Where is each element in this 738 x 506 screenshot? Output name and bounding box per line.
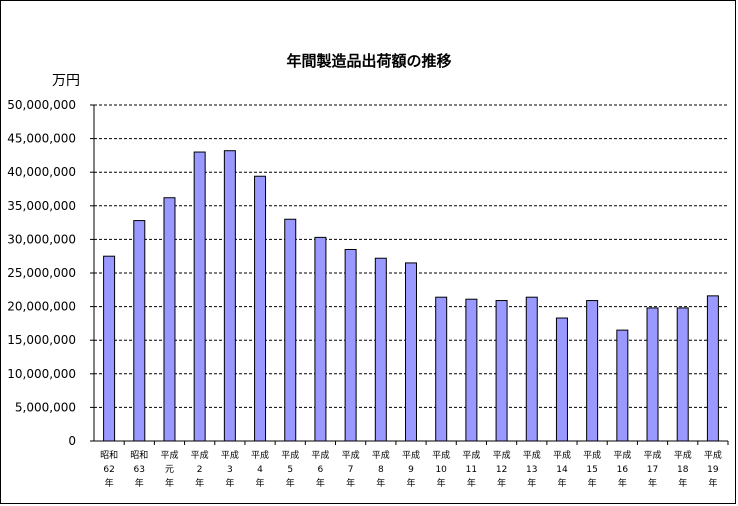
x-tick-label: 11 bbox=[466, 465, 477, 475]
bar bbox=[193, 151, 206, 442]
x-tick-label: 昭和 bbox=[100, 450, 118, 461]
x-tick-label: 15 bbox=[586, 465, 597, 475]
x-tick-label: 平成 bbox=[462, 449, 480, 461]
x-tick-label: 平成 bbox=[523, 449, 541, 461]
x-tick-label: 平成 bbox=[402, 449, 420, 461]
y-tick-label: 45,000,000 bbox=[7, 132, 76, 146]
x-tick-label: 年 bbox=[376, 477, 385, 489]
x-tick-label: 平成 bbox=[644, 449, 662, 461]
x-tick-label: 9 bbox=[408, 465, 414, 475]
bar bbox=[314, 236, 327, 442]
bar bbox=[374, 257, 387, 442]
y-tick-label: 40,000,000 bbox=[7, 165, 76, 179]
x-tick-label: 平成 bbox=[704, 449, 722, 461]
x-tick-label: 19 bbox=[707, 465, 719, 475]
x-tick-label: 年 bbox=[527, 477, 536, 489]
y-tick-label: 50,000,000 bbox=[7, 98, 76, 112]
x-tick-label: 年 bbox=[678, 477, 687, 489]
x-tick-label: 62 bbox=[103, 465, 114, 475]
x-tick-label: 14 bbox=[556, 465, 568, 475]
bar bbox=[344, 248, 357, 442]
x-tick-label: 年 bbox=[286, 477, 295, 489]
bar bbox=[254, 175, 267, 442]
x-tick-label: 年 bbox=[165, 477, 174, 489]
x-tick-label: 5 bbox=[287, 465, 293, 475]
x-tick-label: 年 bbox=[618, 477, 627, 489]
x-tick-label: 63 bbox=[134, 465, 145, 475]
y-tick-label: 25,000,000 bbox=[7, 266, 76, 280]
bar bbox=[586, 300, 599, 442]
x-tick-label: 平成 bbox=[160, 449, 178, 461]
x-tick-label: 元 bbox=[165, 465, 174, 475]
y-tick-label: 10,000,000 bbox=[7, 367, 76, 381]
x-tick-label: 年 bbox=[225, 477, 234, 489]
x-tick-label: 4 bbox=[257, 465, 263, 475]
x-tick-label: 平成 bbox=[493, 449, 511, 461]
x-tick-label: 年 bbox=[195, 477, 204, 489]
x-tick-label: 平成 bbox=[372, 449, 390, 461]
x-tick-label: 年 bbox=[648, 477, 657, 489]
x-tick-label: 平成 bbox=[432, 449, 450, 461]
bar bbox=[555, 317, 568, 442]
bar bbox=[676, 307, 689, 442]
x-tick-label: 2 bbox=[197, 465, 203, 475]
x-tick-label: 年 bbox=[256, 477, 265, 489]
x-tick-label: 平成 bbox=[281, 449, 299, 461]
y-tick-label: 30,000,000 bbox=[7, 232, 76, 246]
bar bbox=[163, 197, 176, 442]
x-tick-label: 年 bbox=[467, 477, 476, 489]
bar bbox=[465, 298, 478, 442]
bar bbox=[223, 150, 236, 442]
y-tick-label: 15,000,000 bbox=[7, 333, 76, 347]
x-tick-label: 平成 bbox=[251, 449, 269, 461]
x-tick-label: 年 bbox=[316, 477, 325, 489]
bar bbox=[646, 307, 659, 442]
bar bbox=[706, 295, 719, 442]
x-tick-label: 17 bbox=[647, 465, 658, 475]
y-tick-label: 20,000,000 bbox=[7, 300, 76, 314]
x-tick-label: 年 bbox=[135, 477, 144, 489]
x-tick-label: 年 bbox=[437, 477, 446, 489]
x-tick-label: 年 bbox=[588, 477, 597, 489]
x-tick-label: 12 bbox=[496, 465, 507, 475]
y-axis-unit-label: 万円 bbox=[52, 73, 80, 89]
x-tick-label: 平成 bbox=[674, 449, 692, 461]
x-tick-label: 平成 bbox=[613, 449, 631, 461]
x-tick-label: 3 bbox=[227, 465, 233, 475]
x-tick-label: 年 bbox=[406, 477, 415, 489]
bar bbox=[495, 300, 508, 442]
x-tick-label: 10 bbox=[435, 465, 447, 475]
bar bbox=[435, 296, 448, 442]
y-tick-label: 35,000,000 bbox=[7, 199, 76, 213]
chart-title: 年間製造品出荷額の推移 bbox=[286, 52, 452, 70]
x-tick-label: 8 bbox=[378, 465, 384, 475]
x-tick-label: 平成 bbox=[311, 449, 329, 461]
x-tick-label: 6 bbox=[318, 465, 324, 475]
x-tick-label: 年 bbox=[346, 477, 355, 489]
x-tick-label: 16 bbox=[617, 465, 629, 475]
x-tick-label: 平成 bbox=[553, 449, 571, 461]
bar bbox=[284, 218, 297, 442]
x-tick-label: 年 bbox=[105, 477, 114, 489]
x-tick-label: 13 bbox=[526, 465, 537, 475]
x-tick-label: 昭和 bbox=[130, 450, 148, 461]
x-tick-label: 年 bbox=[708, 477, 717, 489]
x-tick-label: 平成 bbox=[583, 449, 601, 461]
x-tick-label: 18 bbox=[677, 465, 689, 475]
bar bbox=[616, 329, 629, 442]
y-tick-label: 0 bbox=[68, 434, 76, 448]
bar bbox=[103, 255, 116, 442]
x-tick-label: 平成 bbox=[221, 449, 239, 461]
x-tick-label: 7 bbox=[348, 465, 354, 475]
x-tick-label: 年 bbox=[497, 477, 506, 489]
y-tick-label: 5,000,000 bbox=[15, 400, 76, 414]
bar bbox=[525, 296, 538, 442]
x-tick-label: 平成 bbox=[191, 449, 209, 461]
bar bbox=[405, 262, 417, 442]
x-tick-label: 年 bbox=[557, 477, 566, 489]
bar bbox=[133, 220, 146, 442]
x-tick-label: 平成 bbox=[342, 449, 360, 461]
